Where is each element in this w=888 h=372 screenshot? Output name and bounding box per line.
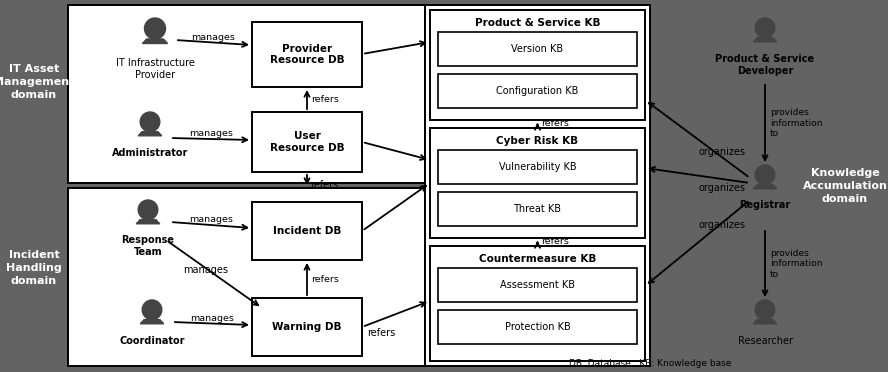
Bar xyxy=(68,188,425,366)
Polygon shape xyxy=(753,185,777,189)
Bar xyxy=(438,150,637,184)
Bar xyxy=(438,192,637,226)
Bar xyxy=(252,22,362,87)
Text: refers: refers xyxy=(311,275,339,283)
Text: refers: refers xyxy=(311,95,339,104)
Text: refers: refers xyxy=(542,119,569,128)
Bar xyxy=(252,298,362,356)
Text: organizes: organizes xyxy=(698,147,745,157)
Text: Product & Service
Developer: Product & Service Developer xyxy=(716,54,814,76)
Text: Provider
Resource DB: Provider Resource DB xyxy=(270,44,345,65)
Text: User
Resource DB: User Resource DB xyxy=(270,131,345,153)
Bar xyxy=(252,112,362,172)
Text: Knowledge
Accumulation
domain: Knowledge Accumulation domain xyxy=(803,168,887,204)
Text: refers: refers xyxy=(367,328,395,338)
Text: refers: refers xyxy=(310,180,338,190)
Text: manages: manages xyxy=(192,33,235,42)
Bar xyxy=(438,32,637,66)
Text: Cyber Risk KB: Cyber Risk KB xyxy=(496,136,579,146)
Text: DB: Database   KB: Knowledge base: DB: Database KB: Knowledge base xyxy=(569,359,731,368)
Text: organizes: organizes xyxy=(698,220,745,230)
Bar xyxy=(68,5,425,183)
Text: organizes: organizes xyxy=(698,183,745,193)
Bar xyxy=(252,202,362,260)
Text: Incident DB: Incident DB xyxy=(273,226,341,236)
Text: Response
Team: Response Team xyxy=(122,235,175,257)
Text: manages: manages xyxy=(189,215,233,224)
Circle shape xyxy=(142,300,162,320)
Polygon shape xyxy=(139,132,162,136)
Polygon shape xyxy=(140,320,163,324)
Text: Incident
Handling
domain: Incident Handling domain xyxy=(6,250,62,286)
Text: Warning DB: Warning DB xyxy=(273,322,342,332)
Text: Version KB: Version KB xyxy=(511,44,564,54)
Bar xyxy=(430,128,645,238)
Text: provides
information
to: provides information to xyxy=(770,249,822,279)
Text: Assessment KB: Assessment KB xyxy=(500,280,575,290)
Bar xyxy=(438,74,637,108)
Bar xyxy=(430,246,645,361)
Circle shape xyxy=(140,112,160,132)
Text: Threat KB: Threat KB xyxy=(513,204,561,214)
Circle shape xyxy=(139,200,158,219)
Circle shape xyxy=(755,165,775,185)
Text: manages: manages xyxy=(183,265,228,275)
Polygon shape xyxy=(136,219,160,224)
Bar xyxy=(425,5,650,366)
Text: Registrar: Registrar xyxy=(740,200,790,210)
Text: Product & Service KB: Product & Service KB xyxy=(475,18,600,28)
Text: Researcher: Researcher xyxy=(738,336,792,346)
Circle shape xyxy=(145,18,165,39)
Text: refers: refers xyxy=(542,237,569,247)
Text: Administrator: Administrator xyxy=(112,148,188,158)
Text: provides
information
to: provides information to xyxy=(770,108,822,138)
Circle shape xyxy=(755,18,775,38)
Bar xyxy=(430,10,645,120)
Text: manages: manages xyxy=(189,129,233,138)
Polygon shape xyxy=(753,320,777,324)
Text: Protection KB: Protection KB xyxy=(504,322,570,332)
Text: Coordinator: Coordinator xyxy=(119,336,185,346)
Bar xyxy=(438,310,637,344)
Text: IT Asset
Management
domain: IT Asset Management domain xyxy=(0,64,75,100)
Bar xyxy=(438,268,637,302)
Text: Vulnerability KB: Vulnerability KB xyxy=(499,162,576,172)
Circle shape xyxy=(755,300,775,320)
Text: IT Infrastructure
Provider: IT Infrastructure Provider xyxy=(115,58,194,80)
Polygon shape xyxy=(142,39,168,44)
Polygon shape xyxy=(753,38,777,42)
Text: Countermeasure KB: Countermeasure KB xyxy=(479,254,596,264)
Text: manages: manages xyxy=(190,314,234,323)
Text: Configuration KB: Configuration KB xyxy=(496,86,579,96)
